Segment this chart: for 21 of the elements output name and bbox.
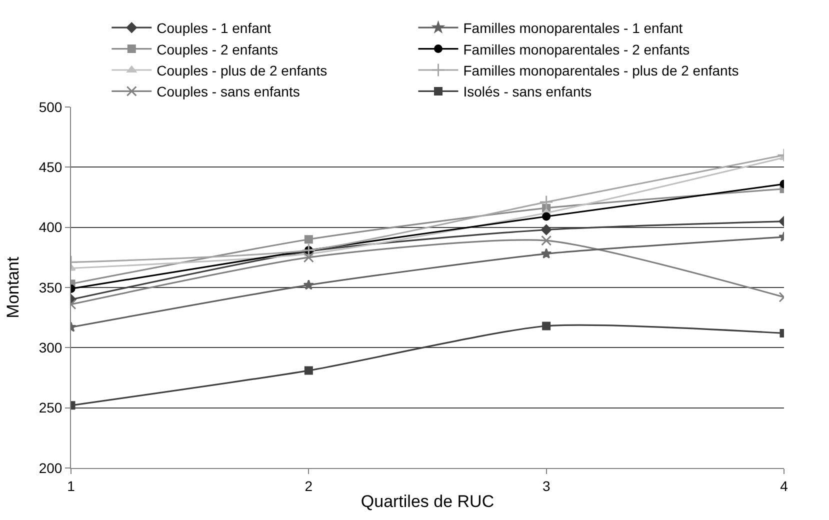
y-tick-label: 250 xyxy=(38,400,62,416)
x-axis-title: Quartiles de RUC xyxy=(360,492,494,512)
legend-label: Couples - 2 enfants xyxy=(156,41,278,58)
x-tick-label: 2 xyxy=(304,478,313,494)
y-tick-label: 400 xyxy=(38,219,62,236)
legend-label: Familles monoparentales - plus de 2 enfants xyxy=(463,62,739,78)
legend-label: Familles monoparentales - 1 enfant xyxy=(463,20,683,36)
y-tick-label: 350 xyxy=(38,279,62,296)
legend-label: Familles monoparentales - 2 enfants xyxy=(463,41,690,58)
legend-label: Isolés - sans enfants xyxy=(463,84,592,100)
x-tick-label: 1 xyxy=(67,478,76,494)
y-tick-label: 200 xyxy=(38,460,62,476)
legend-label: Couples - plus de 2 enfants xyxy=(156,62,328,78)
y-tick-label: 300 xyxy=(38,340,62,356)
x-tick-label: 3 xyxy=(542,478,550,494)
y-tick-label: 450 xyxy=(38,159,62,176)
x-tick-label: 4 xyxy=(780,478,788,494)
y-axis-title: Montant xyxy=(3,256,22,318)
y-tick-label: 500 xyxy=(38,98,62,115)
legend-label: Couples - sans enfants xyxy=(156,84,300,100)
legend-label: Couples - 1 enfant xyxy=(156,20,272,36)
